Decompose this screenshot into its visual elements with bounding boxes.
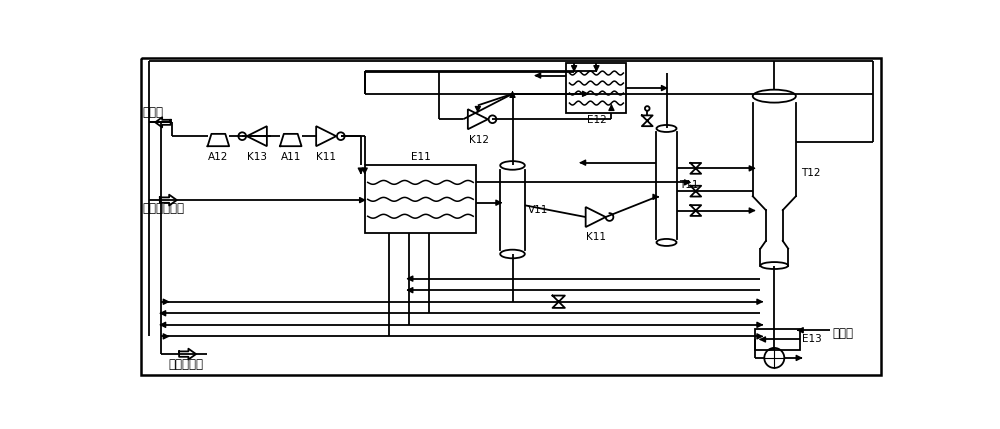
Text: 去脱乙烷塔: 去脱乙烷塔 (168, 358, 203, 371)
Text: T12: T12 (801, 168, 821, 178)
Text: E12: E12 (587, 115, 606, 125)
Text: 脱水后原料气: 脱水后原料气 (143, 202, 185, 214)
Text: A12: A12 (208, 152, 229, 162)
Text: K13: K13 (247, 151, 267, 162)
Bar (566, 63, 626, 113)
Bar (365, 166, 476, 233)
Text: V11: V11 (528, 205, 548, 215)
Bar (755, 329, 800, 350)
Text: T11: T11 (679, 181, 698, 190)
Text: E11: E11 (411, 152, 430, 162)
Text: 导热油: 导热油 (832, 327, 853, 340)
Text: K11: K11 (316, 151, 336, 162)
Text: 外输气: 外输气 (143, 106, 164, 119)
Text: A11: A11 (281, 152, 301, 162)
Text: K11: K11 (586, 233, 606, 242)
Text: K12: K12 (469, 135, 489, 145)
Text: E13: E13 (802, 335, 822, 344)
